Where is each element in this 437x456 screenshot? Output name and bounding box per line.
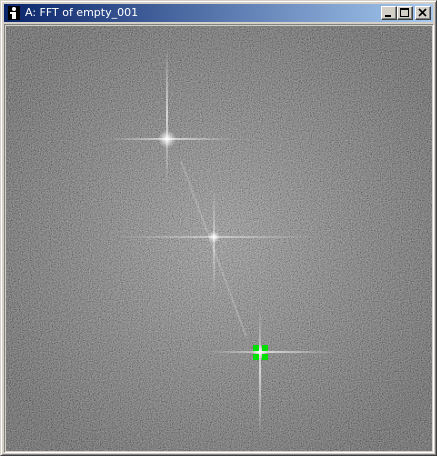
close-icon bbox=[418, 8, 427, 17]
peak-upper-left bbox=[106, 46, 236, 186]
fft-image-canvas[interactable] bbox=[6, 26, 432, 451]
window-title: A: FFT of empty_001 bbox=[25, 6, 139, 19]
app-icon[interactable] bbox=[6, 5, 22, 21]
maximize-button[interactable] bbox=[397, 6, 413, 20]
fft-spectrum-image bbox=[6, 26, 432, 451]
title-bar[interactable]: A: FFT of empty_001 bbox=[4, 4, 433, 22]
close-button[interactable] bbox=[415, 6, 431, 20]
selection-marker[interactable] bbox=[253, 345, 268, 360]
peak-center bbox=[116, 186, 316, 296]
minimize-button[interactable] bbox=[381, 6, 397, 20]
maximize-icon bbox=[400, 8, 409, 17]
image-frame bbox=[4, 24, 434, 453]
minimize-icon bbox=[385, 15, 391, 17]
